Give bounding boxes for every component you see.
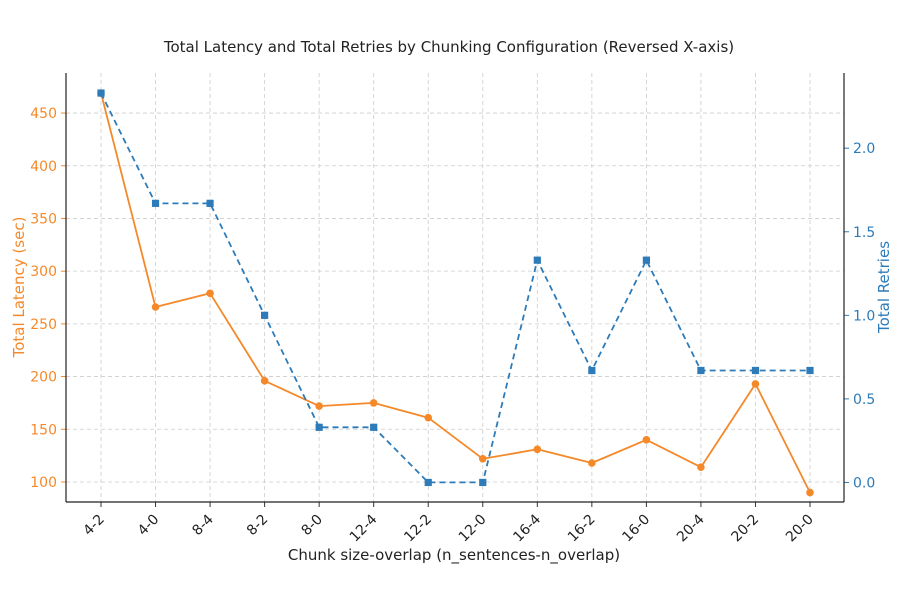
- latency-data-point: [424, 413, 433, 422]
- series-layer: [97, 89, 814, 497]
- latency-data-point: [206, 289, 214, 298]
- retries-data-point: [261, 311, 269, 319]
- y-axis-right-label: Total Retries: [875, 241, 893, 334]
- latency-data-point: [315, 402, 323, 410]
- retries-data-point: [206, 199, 214, 207]
- x-tick-label: 20-2: [729, 512, 763, 546]
- chart-title: Total Latency and Total Retries by Chunk…: [163, 38, 734, 56]
- x-tick-label: 8-2: [244, 512, 271, 539]
- x-tick-label: 20-0: [783, 512, 817, 546]
- y-left-tick-label: 350: [30, 211, 57, 227]
- x-tick-label: 12-2: [401, 512, 435, 546]
- retries-data-point: [751, 366, 760, 375]
- retries-data-point: [806, 366, 814, 375]
- y-left-tick-label: 200: [30, 370, 57, 386]
- x-tick-label: 16-0: [619, 512, 653, 546]
- x-tick-label: 4-0: [135, 512, 162, 539]
- y-right-tick-label: 0.0: [853, 475, 875, 491]
- y-right-tick-label: 2.0: [853, 141, 875, 157]
- x-tick-label: 12-0: [456, 512, 490, 546]
- latency-data-point: [533, 445, 542, 454]
- retries-data-point: [315, 423, 323, 431]
- y-left-tick-label: 400: [30, 159, 57, 175]
- retries-data-point: [697, 366, 705, 375]
- retries-data-point: [424, 478, 432, 487]
- latency-data-point: [642, 436, 651, 444]
- x-tick-label: 20-4: [674, 511, 708, 545]
- latency-data-point: [151, 303, 160, 311]
- latency-data-point: [806, 488, 814, 497]
- retries-data-point: [97, 89, 105, 97]
- y-left-tick-label: 100: [30, 475, 57, 491]
- retries-data-point: [588, 366, 596, 375]
- y-right-tick-label: 1.0: [853, 308, 875, 324]
- latency-series-line: [100, 92, 811, 493]
- retries-data-point: [370, 423, 378, 431]
- y-axis-left-label: Total Latency (sec): [10, 217, 28, 359]
- retries-data-point: [533, 256, 541, 264]
- y-left-tick-label: 250: [30, 317, 57, 333]
- x-axis-label: Chunk size-overlap (n_sentences-n_overla…: [288, 546, 620, 565]
- latency-data-point: [697, 463, 705, 472]
- retries-data-point: [642, 256, 650, 264]
- latency-data-point: [478, 454, 487, 463]
- latency-data-point: [260, 376, 269, 385]
- x-tick-label: 16-2: [565, 512, 599, 546]
- y-right-tick-label: 1.5: [853, 225, 875, 241]
- retries-series-line: [100, 92, 810, 484]
- latency-data-point: [751, 380, 760, 388]
- x-tick-label: 12-4: [347, 511, 381, 545]
- y-left-tick-label: 150: [30, 422, 57, 438]
- latency-data-point: [369, 399, 378, 407]
- x-tick-label: 4-2: [80, 512, 107, 539]
- retries-data-point: [479, 478, 487, 487]
- x-tick-label: 8-0: [298, 512, 325, 539]
- y-left-tick-label: 450: [30, 106, 57, 122]
- x-tick-label: 8-4: [189, 511, 217, 539]
- latency-data-point: [588, 459, 596, 467]
- x-tick-label: 16-4: [510, 511, 544, 545]
- y-left-tick-label: 300: [30, 264, 57, 280]
- retries-data-point: [151, 199, 160, 207]
- y-right-tick-label: 0.5: [853, 392, 875, 408]
